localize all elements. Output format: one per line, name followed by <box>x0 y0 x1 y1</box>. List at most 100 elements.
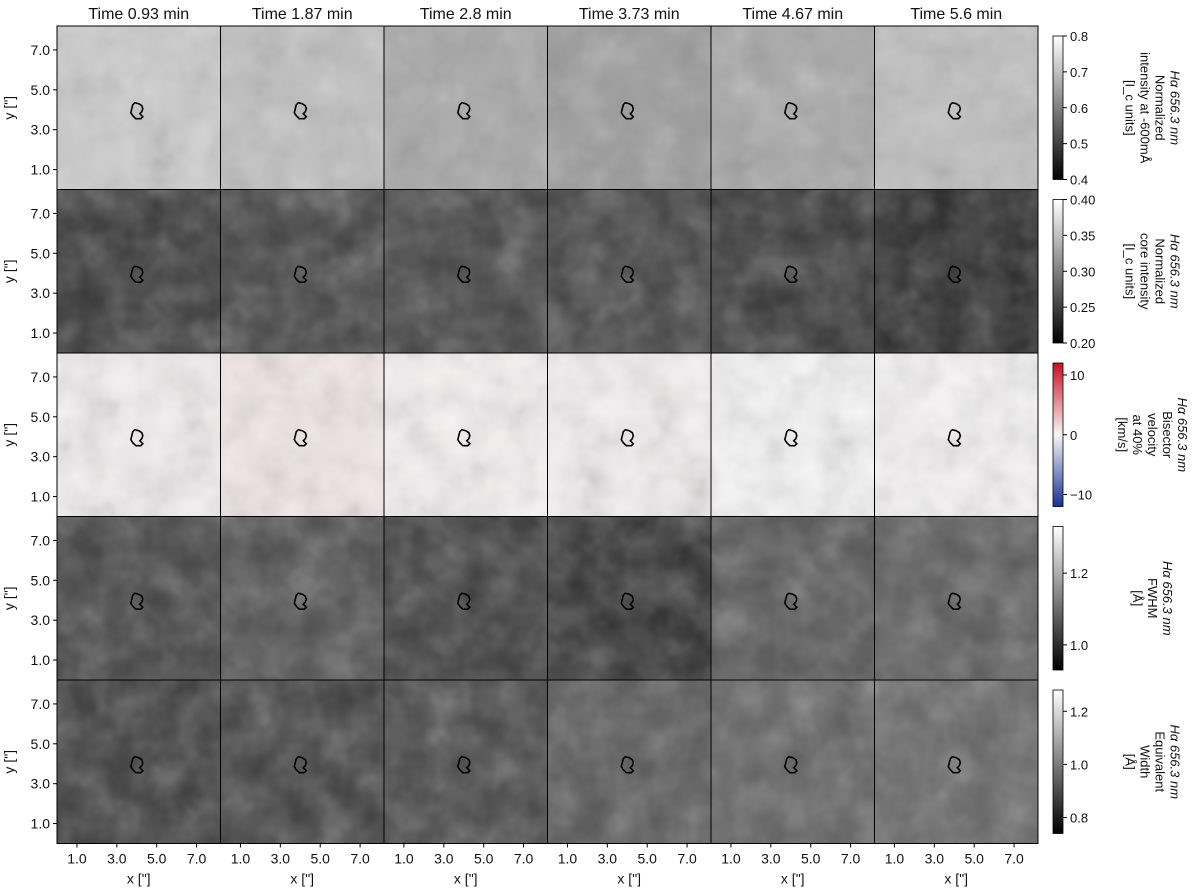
panel <box>383 679 548 844</box>
x-tick-label: 3.0 <box>434 851 454 867</box>
feature-contour <box>783 101 798 120</box>
feature-contour <box>620 428 635 447</box>
x-axis-label: x ["] <box>781 871 805 887</box>
x-axis-label: x ["] <box>944 871 968 887</box>
feature-contour <box>129 265 144 283</box>
colorbar-tick-label: 0.30 <box>1070 264 1095 279</box>
feature-contour <box>293 592 308 610</box>
colorbar-tick-label: 0.35 <box>1070 228 1095 243</box>
colorbar-tick-label: 0.4 <box>1070 173 1088 188</box>
panel-texture <box>384 353 548 517</box>
panel-texture <box>547 516 711 680</box>
panel <box>56 189 221 354</box>
y-tick-label: 3.0 <box>31 449 51 465</box>
x-tick-label: 3.0 <box>925 851 945 867</box>
panel <box>710 25 875 190</box>
colorbar-tick-label: 0.8 <box>1070 811 1088 826</box>
panel-texture <box>57 353 221 517</box>
feature-contour <box>783 592 798 610</box>
panel-texture <box>547 189 711 353</box>
feature-contour <box>129 428 144 447</box>
x-tick-label: 1.0 <box>67 851 87 867</box>
feature-contour <box>456 101 471 120</box>
colorbar-label-line: Width <box>1138 745 1153 778</box>
feature-contour <box>947 265 962 283</box>
feature-contour <box>947 428 962 447</box>
x-tick-label: 1.0 <box>231 851 251 867</box>
panel-texture <box>874 516 1038 680</box>
x-tick-label: 7.0 <box>1004 851 1024 867</box>
column-title: Time 4.67 min <box>742 6 843 23</box>
panel <box>220 25 385 190</box>
colorbar-tick-label: 1.0 <box>1070 638 1088 653</box>
panel <box>547 189 712 354</box>
colorbar-label-line: Hα 656.3 nm <box>1168 724 1183 799</box>
x-tick-label: 1.0 <box>558 851 578 867</box>
y-tick-label: 7.0 <box>31 205 51 221</box>
panel <box>874 25 1039 190</box>
colorbar-label-line: Hα 656.3 nm <box>1168 234 1183 309</box>
y-tick-label: 1.0 <box>31 652 51 668</box>
panel-texture <box>220 26 384 190</box>
panel <box>56 25 221 190</box>
x-tick-label: 3.0 <box>761 851 781 867</box>
feature-contour <box>783 755 798 774</box>
colorbar-tick-label: 0.40 <box>1070 193 1095 208</box>
panel-texture <box>57 680 221 844</box>
feature-contour <box>129 101 144 120</box>
panel-texture <box>547 680 711 844</box>
y-tick-label: 5.0 <box>31 82 51 98</box>
panel <box>383 516 548 681</box>
feature-contour <box>620 265 635 283</box>
feature-contour <box>293 755 308 774</box>
colorbar-label-line: Equivalent <box>1153 731 1168 792</box>
colorbar-tick-label: 0.5 <box>1070 137 1088 152</box>
colorbar-label-line: [km/s] <box>1115 417 1130 452</box>
y-axis-label: y ["] <box>1 586 17 610</box>
x-tick-label: 7.0 <box>187 851 207 867</box>
colorbar-label-line: FWHM <box>1145 578 1160 618</box>
feature-contour <box>456 592 471 610</box>
y-tick-label: 1.0 <box>31 162 51 178</box>
feature-contour <box>620 101 635 120</box>
colorbar-tick-label: 0.20 <box>1070 336 1095 351</box>
feature-contour <box>456 755 471 774</box>
colorbar-label-line: intensity at -600mÅ <box>1138 52 1153 164</box>
x-tick-label: 3.0 <box>107 851 127 867</box>
feature-contour <box>620 755 635 774</box>
y-tick-label: 1.0 <box>31 816 51 832</box>
y-tick-label: 7.0 <box>31 696 51 712</box>
panel <box>56 516 221 681</box>
colorbar-label-line: Normalized <box>1153 238 1168 304</box>
colorbar <box>1052 362 1064 507</box>
panel-texture <box>57 516 221 680</box>
panel <box>547 679 712 844</box>
feature-contour <box>456 265 471 283</box>
panel-texture <box>220 516 384 680</box>
colorbar-tick-label: 0 <box>1070 428 1077 443</box>
panel <box>220 189 385 354</box>
colorbar <box>1052 199 1064 344</box>
colorbar-tick-label: 1.0 <box>1070 757 1088 772</box>
colorbar-label-line: Hα 656.3 nm <box>1160 561 1175 636</box>
colorbar-tick-label: 0.7 <box>1070 65 1088 80</box>
colorbar-tick-label: 1.2 <box>1070 704 1088 719</box>
panel-texture <box>711 26 875 190</box>
y-tick-label: 1.0 <box>31 489 51 505</box>
panel <box>383 189 548 354</box>
panel <box>220 679 385 844</box>
panel <box>220 516 385 681</box>
panel <box>874 352 1039 517</box>
panel <box>383 352 548 517</box>
x-tick-label: 5.0 <box>310 851 330 867</box>
x-axis-label: x ["] <box>290 871 314 887</box>
x-tick-label: 5.0 <box>474 851 494 867</box>
panel-texture <box>384 189 548 353</box>
colorbar-label-line: Bisector <box>1160 411 1175 459</box>
axes: y ["] 1.0 3.0 5.0 7.0 y ["] 1.0 3.0 5.0 7.0 y ["] 1… <box>1 42 1024 887</box>
panel <box>874 679 1039 844</box>
column-titles: Time 0.93 min Time 1.87 min Time 2.8 min Ti… <box>88 6 1002 23</box>
panel <box>710 679 875 844</box>
panel-texture <box>220 353 384 517</box>
panel-grid <box>56 25 1039 844</box>
